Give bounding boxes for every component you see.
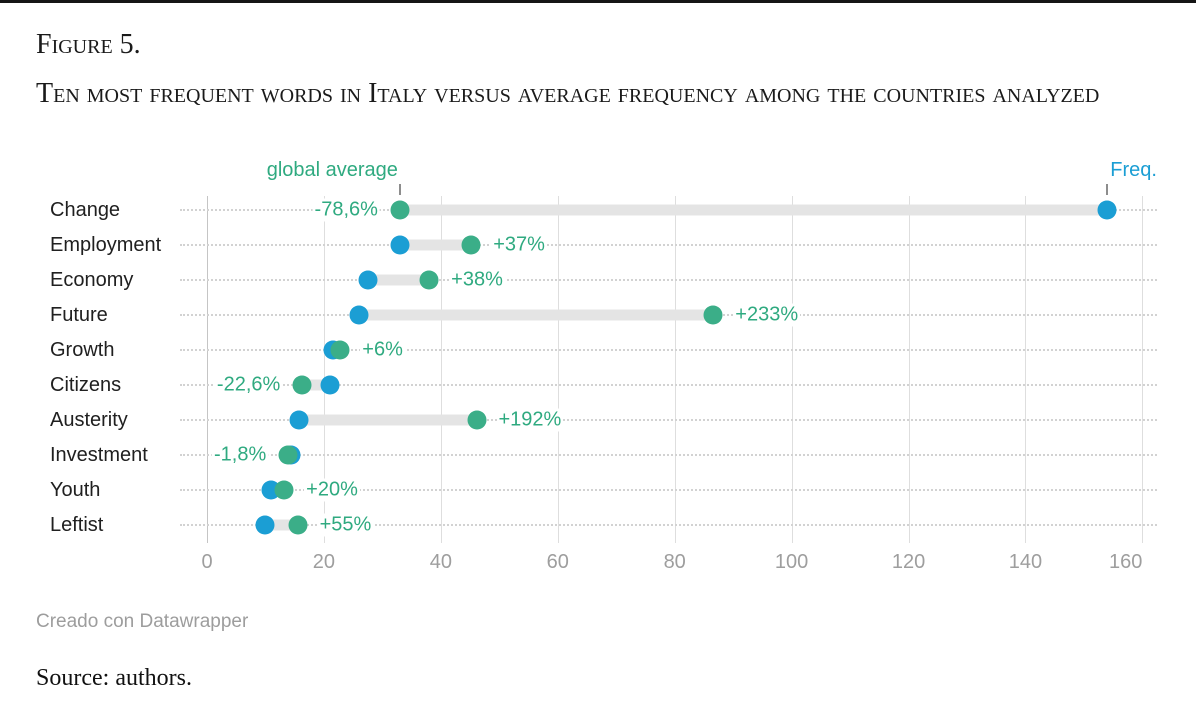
diff-percent-label: -22,6% [214, 373, 283, 397]
freq-dot [320, 375, 340, 395]
gridline-20 [323, 196, 325, 543]
category-label: Austerity [50, 409, 128, 431]
row-leader-line [180, 524, 1157, 526]
freq-dot [349, 305, 369, 325]
x-tick-label: 140 [1008, 551, 1043, 573]
x-tick-label: 160 [1109, 551, 1143, 573]
gridline-100 [791, 196, 793, 543]
global-average-dot [703, 305, 723, 325]
global-average-dot [419, 270, 439, 290]
range-bar [302, 379, 330, 391]
gridline-160 [1142, 196, 1144, 543]
global-average-dot [467, 410, 486, 430]
plot-area: -78,6% +37% +38% +233% +6% -22,6% +192% -1,8% +2… [180, 196, 1157, 543]
source-note: Source: authors. [36, 665, 192, 691]
category-label: Citizens [50, 374, 122, 396]
row-leader-line [180, 279, 1157, 281]
freq-dot [390, 235, 410, 255]
x-tick-label: 40 [429, 551, 452, 573]
range-bar [359, 309, 714, 321]
global-average-annotation: global average [266, 159, 398, 181]
global-average-tick [398, 184, 401, 195]
range-bar [367, 274, 430, 286]
diff-percent-label: +192% [496, 408, 564, 432]
diff-percent-label: +6% [360, 338, 405, 362]
global-average-dot [292, 375, 312, 395]
title-block: Figure 5. Ten most frequent words in Ita… [36, 25, 1166, 114]
diff-percent-label: +37% [491, 233, 547, 257]
gridline-60 [557, 196, 559, 543]
gridline-80 [674, 196, 676, 543]
category-label: Investment [50, 444, 148, 466]
category-label: Economy [50, 269, 134, 291]
gridline-140 [1025, 196, 1027, 543]
global-average-dot [330, 340, 350, 360]
global-average-dot [288, 515, 308, 535]
range-bar [299, 414, 477, 426]
global-average-dot [278, 445, 298, 465]
x-axis: 0 20 40 60 80 100 120 140 160 [201, 551, 1157, 577]
freq-dot [255, 515, 275, 535]
global-average-dot [461, 235, 481, 255]
freq-dot [358, 270, 378, 290]
x-tick-label: 20 [312, 551, 336, 573]
category-label: Leftist [50, 514, 104, 536]
range-bar [399, 239, 472, 251]
diff-percent-label: +20% [304, 478, 360, 502]
diff-percent-label: +55% [317, 513, 374, 537]
range-bar [399, 204, 1108, 216]
freq-dot [289, 410, 309, 430]
row-leader-line [180, 454, 1157, 456]
gridline-120 [908, 196, 910, 543]
diff-percent-label: +233% [733, 303, 801, 327]
category-label: Growth [50, 339, 115, 361]
category-label: Employment [50, 234, 162, 256]
row-leader-line [180, 349, 1157, 351]
freq-annotation: Freq. [1110, 159, 1157, 181]
category-axis: Change Employment Economy Future Growth Citiz… [50, 196, 200, 543]
row-leader-line [180, 489, 1157, 491]
diff-percent-label: -1,8% [212, 443, 269, 467]
global-average-dot [390, 200, 410, 220]
row-leader-line [180, 384, 1157, 386]
row-leader-line [180, 419, 1157, 421]
dumbbell-chart: global average Freq. Change Employment Eco… [0, 153, 1196, 583]
x-tick-label: 80 [663, 551, 686, 573]
row-leader-line [180, 244, 1157, 246]
diff-percent-label: -78,6% [312, 198, 380, 222]
category-label: Youth [50, 479, 101, 501]
diff-percent-label: +38% [449, 268, 505, 292]
figure-title: Ten most frequent words in Italy versus … [36, 78, 1100, 109]
x-tick-label: 60 [546, 551, 569, 573]
annotation-layer: global average Freq. [207, 153, 1157, 196]
category-label: Future [50, 304, 108, 326]
gridline-0 [207, 196, 208, 543]
x-tick-label: 0 [201, 551, 213, 573]
range-bar [265, 519, 298, 531]
datawrapper-credit: Creado con Datawrapper [36, 611, 249, 632]
freq-dot [1097, 200, 1117, 220]
global-average-dot [274, 480, 294, 500]
category-label: Change [50, 199, 121, 221]
x-tick-label: 120 [891, 551, 926, 573]
freq-tick [1106, 184, 1109, 195]
figure-label: Figure 5. [36, 29, 141, 60]
x-tick-label: 100 [774, 551, 809, 573]
gridline-40 [440, 196, 442, 543]
